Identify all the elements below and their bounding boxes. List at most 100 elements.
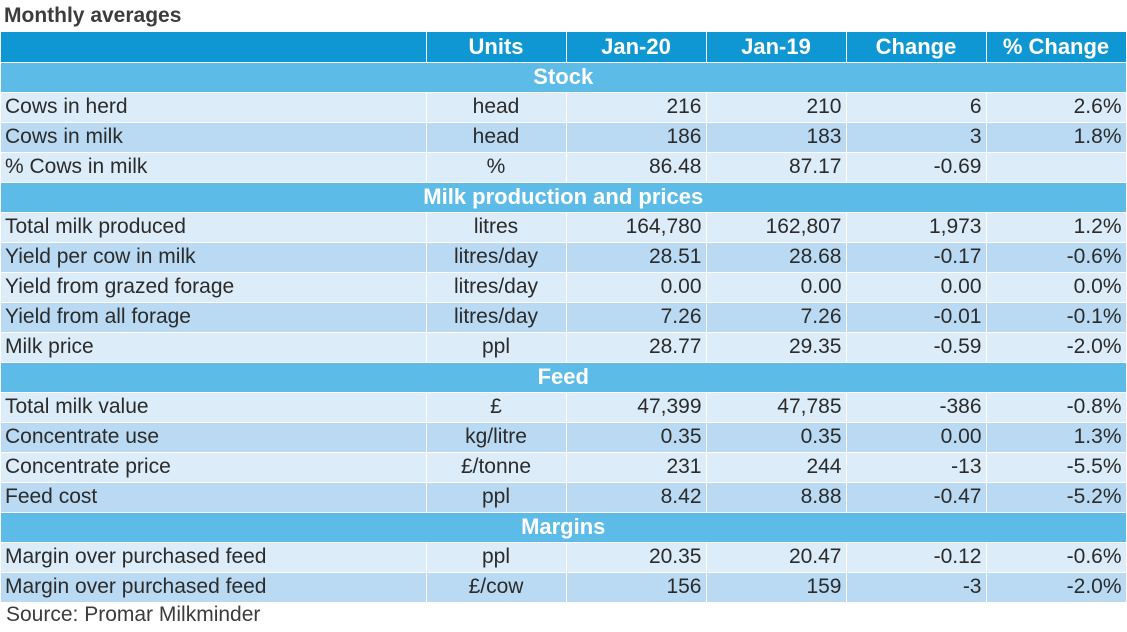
table-row: % Cows in milk% 86.48 87.17 -0.69 — [1, 152, 1127, 183]
row-label: Milk price — [1, 332, 427, 363]
table-row: Margin over purchased feed ppl 20.35 20.47-… — [1, 542, 1127, 573]
header-jan20: Jan-20 — [566, 32, 707, 63]
section-title: Milk production and prices — [1, 182, 1127, 213]
row-jan20: 28.51 — [566, 242, 707, 273]
row-unit: litres — [426, 212, 567, 243]
header-pct-change: % Change — [986, 32, 1127, 63]
row-pct-change: -0.1% — [986, 302, 1127, 333]
table-row: Feed cost ppl 8.42 8.88 -0.47 -5.2% — [1, 482, 1127, 513]
table-body: Stock Cows in herd head 216 210 6 2.6% Cows in … — [1, 62, 1127, 603]
row-jan19: 183 — [706, 122, 847, 153]
row-jan19: 29.35 — [706, 332, 847, 363]
row-jan19: 28.68 — [706, 242, 847, 273]
header-jan19: Jan-19 — [706, 32, 847, 63]
row-pct-change — [986, 152, 1127, 183]
row-label: Yield per cow in milk — [1, 242, 427, 273]
row-jan20: 231 — [566, 452, 707, 483]
row-label: Yield from grazed forage — [1, 272, 427, 303]
header-row: Units Jan-20 Jan-19 Change % Change — [1, 32, 1127, 63]
row-jan19: 0.00 — [706, 272, 847, 303]
row-pct-change: 2.6% — [986, 92, 1127, 123]
row-change: -3 — [846, 572, 987, 603]
header-label — [1, 32, 427, 63]
row-change: 3 — [846, 122, 987, 153]
row-change: 1,973 — [846, 212, 987, 243]
header-change: Change — [846, 32, 987, 63]
row-jan20: 7.26 — [566, 302, 707, 333]
row-change: -386 — [846, 392, 987, 423]
table-row: Total milk value £47,399 47,785 -386 -0.8% — [1, 392, 1127, 423]
row-change: 0.00 — [846, 272, 987, 303]
table-row: Milk price ppl 28.77 29.35 -0.59 -2.0% — [1, 332, 1127, 363]
row-pct-change: -5.5% — [986, 452, 1127, 483]
monthly-averages-table: Units Jan-20 Jan-19 Change % Change Stoc… — [1, 32, 1127, 603]
row-label: Feed cost — [1, 482, 427, 513]
row-unit: litres/day — [426, 302, 567, 333]
row-unit: head — [426, 122, 567, 153]
row-jan20: 86.48 — [566, 152, 707, 183]
row-unit: £ — [426, 392, 567, 423]
header-units: Units — [426, 32, 567, 63]
row-change: 6 — [846, 92, 987, 123]
row-change: 0.00 — [846, 422, 987, 453]
row-pct-change: 0.0% — [986, 272, 1127, 303]
table-row: Yield per cow in milk litres/day 28.51 28.6… — [1, 242, 1127, 273]
row-change: -0.59 — [846, 332, 987, 363]
row-jan19: 8.88 — [706, 482, 847, 513]
row-jan20: 47,399 — [566, 392, 707, 423]
row-unit: £/tonne — [426, 452, 567, 483]
row-label: Margin over purchased feed — [1, 572, 427, 603]
table-row: Total milk produced litres 164,780 162,807 1… — [1, 212, 1127, 243]
row-change: -0.69 — [846, 152, 987, 183]
row-jan20: 186 — [566, 122, 707, 153]
row-jan19: 7.26 — [706, 302, 847, 333]
row-pct-change: -0.6% — [986, 242, 1127, 273]
table-row: Yield from all forage litres/day 7.26 7.26-… — [1, 302, 1127, 333]
table-row: Cows in milk head 186 183 3 1.8% — [1, 122, 1127, 153]
source-note: Source: Promar Milkminder — [6, 603, 261, 626]
table-row: Cows in herd head 216 210 6 2.6% — [1, 92, 1127, 123]
row-label: Total milk value — [1, 392, 427, 423]
row-change: -0.17 — [846, 242, 987, 273]
row-jan19: 20.47 — [706, 542, 847, 573]
row-label: Concentrate use — [1, 422, 427, 453]
row-unit: head — [426, 92, 567, 123]
row-pct-change: -2.0% — [986, 332, 1127, 363]
row-jan19: 210 — [706, 92, 847, 123]
row-pct-change: 1.2% — [986, 212, 1127, 243]
row-jan19: 0.35 — [706, 422, 847, 453]
table-row: Yield from grazed forage litres/day 0.00 0.… — [1, 272, 1127, 303]
section-row: Margins — [1, 512, 1127, 543]
row-change: -0.47 — [846, 482, 987, 513]
row-pct-change: -5.2% — [986, 482, 1127, 513]
row-jan20: 8.42 — [566, 482, 707, 513]
row-jan20: 156 — [566, 572, 707, 603]
section-title: Stock — [1, 62, 1127, 93]
section-title: Feed — [1, 362, 1127, 393]
row-jan20: 28.77 — [566, 332, 707, 363]
section-row: Feed — [1, 362, 1127, 393]
row-label: Yield from all forage — [1, 302, 427, 333]
row-unit: ppl — [426, 482, 567, 513]
row-jan19: 87.17 — [706, 152, 847, 183]
section-title: Margins — [1, 512, 1127, 543]
row-label: % Cows in milk — [1, 152, 427, 183]
table-title: Monthly averages — [4, 4, 182, 27]
row-unit: % — [426, 152, 567, 183]
row-label: Concentrate price — [1, 452, 427, 483]
row-unit: £/cow — [426, 572, 567, 603]
row-pct-change: -2.0% — [986, 572, 1127, 603]
row-pct-change: -0.8% — [986, 392, 1127, 423]
row-jan19: 159 — [706, 572, 847, 603]
row-jan20: 164,780 — [566, 212, 707, 243]
row-jan19: 47,785 — [706, 392, 847, 423]
row-label: Total milk produced — [1, 212, 427, 243]
row-jan20: 20.35 — [566, 542, 707, 573]
table-row: Margin over purchased feed £/cow 156 159 -3-… — [1, 572, 1127, 603]
section-row: Milk production and prices — [1, 182, 1127, 213]
section-row: Stock — [1, 62, 1127, 93]
row-unit: litres/day — [426, 242, 567, 273]
row-unit: ppl — [426, 542, 567, 573]
row-jan19: 162,807 — [706, 212, 847, 243]
row-jan20: 0.35 — [566, 422, 707, 453]
